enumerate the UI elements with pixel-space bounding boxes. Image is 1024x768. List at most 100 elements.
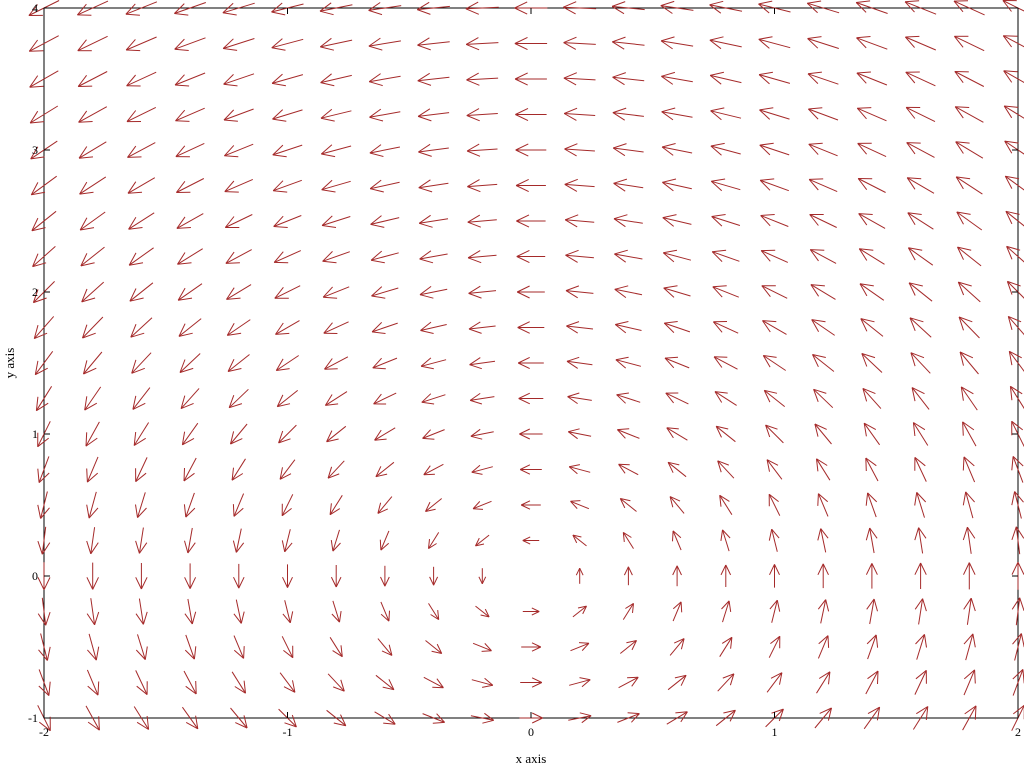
field-arrow <box>811 319 835 336</box>
field-arrow <box>660 36 694 50</box>
field-arrow <box>766 459 783 480</box>
field-arrow <box>710 107 742 121</box>
field-arrow <box>816 458 831 481</box>
field-arrow <box>663 321 691 333</box>
field-arrow <box>418 143 449 157</box>
field-arrow <box>271 38 304 51</box>
field-arrow <box>962 456 976 483</box>
field-arrow <box>809 249 837 264</box>
field-arrow <box>720 564 732 587</box>
field-arrow <box>666 711 688 725</box>
field-arrow <box>712 285 739 298</box>
field-arrow <box>320 108 352 122</box>
x-tick-label: 0 <box>528 725 534 739</box>
field-arrow <box>179 353 201 373</box>
field-arrow <box>232 528 245 553</box>
field-arrow <box>762 355 786 371</box>
field-arrow <box>566 321 594 334</box>
field-arrow <box>469 357 496 370</box>
field-arrow <box>612 143 644 157</box>
field-arrow <box>278 424 297 444</box>
field-arrow <box>865 457 879 482</box>
field-arrow <box>226 319 251 336</box>
field-arrow <box>176 178 205 193</box>
field-arrow <box>616 392 641 404</box>
field-arrow <box>417 37 450 51</box>
field-arrow <box>272 144 303 158</box>
field-arrow <box>475 605 490 618</box>
field-arrow <box>85 421 100 447</box>
field-arrow <box>914 562 927 589</box>
field-arrow <box>425 640 443 654</box>
field-arrow <box>813 388 834 409</box>
field-arrow <box>865 563 878 589</box>
field-arrow <box>958 316 980 339</box>
field-arrow <box>321 179 351 193</box>
field-arrow <box>807 71 839 85</box>
field-arrow <box>135 670 148 695</box>
field-arrow <box>32 246 56 268</box>
field-arrow <box>377 496 393 514</box>
field-arrow <box>174 2 206 16</box>
field-arrow <box>912 422 929 446</box>
field-arrow <box>519 464 542 475</box>
field-arrow <box>475 534 490 547</box>
field-arrow <box>719 636 733 657</box>
y-tick-label: -1 <box>28 711 38 725</box>
field-arrow <box>373 392 397 405</box>
field-arrow <box>953 0 985 16</box>
field-arrow <box>271 73 304 87</box>
field-arrow <box>572 534 587 547</box>
field-arrow <box>954 71 985 87</box>
y-tick-label: 4 <box>32 1 38 15</box>
field-arrow <box>468 285 497 299</box>
field-arrow <box>82 316 104 339</box>
field-arrow <box>721 600 732 623</box>
field-arrow <box>184 527 196 554</box>
field-arrow <box>622 602 634 620</box>
field-arrow <box>910 352 931 374</box>
field-arrow <box>963 597 976 625</box>
field-arrow <box>758 36 791 49</box>
field-arrow <box>37 526 51 555</box>
field-arrow <box>614 285 643 299</box>
field-arrow <box>228 388 249 409</box>
y-tick-label: 2 <box>32 285 38 299</box>
field-arrow <box>570 500 590 510</box>
field-arrow <box>861 353 883 373</box>
field-arrow <box>760 249 789 263</box>
field-arrow <box>33 316 55 340</box>
field-arrow <box>1005 210 1024 227</box>
y-tick-label: 1 <box>32 427 38 441</box>
field-arrow <box>866 598 878 625</box>
field-arrow <box>380 601 390 622</box>
field-arrow <box>563 1 597 15</box>
field-arrow <box>623 566 633 586</box>
field-arrow <box>763 389 786 407</box>
field-arrow <box>565 249 594 263</box>
field-arrow <box>904 0 937 15</box>
field-arrow <box>135 634 148 660</box>
field-arrow <box>810 284 836 300</box>
field-arrow <box>520 500 541 510</box>
field-arrow <box>279 459 296 480</box>
field-arrow <box>471 677 494 688</box>
field-arrow <box>281 529 293 553</box>
field-arrow <box>709 71 742 85</box>
field-arrow <box>957 281 981 303</box>
field-arrow <box>667 674 687 691</box>
field-arrow <box>417 108 450 122</box>
field-arrow <box>962 705 977 731</box>
field-arrow <box>374 427 396 441</box>
field-arrow <box>817 563 829 589</box>
field-arrow <box>769 599 781 623</box>
field-arrow <box>37 597 51 626</box>
field-arrow <box>955 141 984 159</box>
field-arrow <box>664 356 690 369</box>
field-arrow <box>129 282 154 302</box>
field-arrow <box>276 390 299 408</box>
field-arrow <box>86 527 99 555</box>
field-arrow <box>423 463 444 476</box>
field-arrow <box>814 707 832 729</box>
field-arrow <box>135 598 148 625</box>
